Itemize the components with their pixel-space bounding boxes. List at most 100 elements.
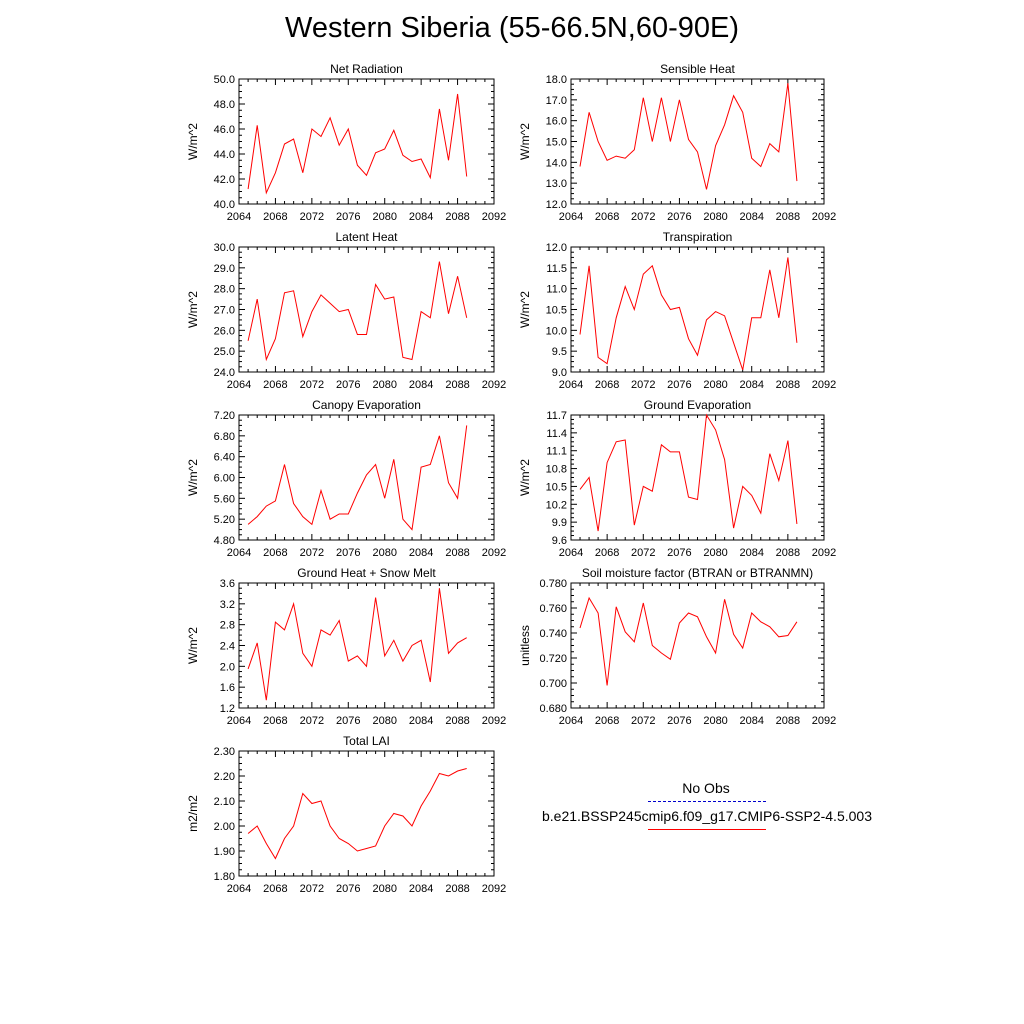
x-tick-label: 2088 bbox=[445, 379, 469, 391]
y-tick-label: 27.0 bbox=[214, 305, 235, 317]
plot-frame bbox=[570, 582, 825, 709]
x-tick-label: 2068 bbox=[595, 379, 619, 391]
x-tick-label: 2084 bbox=[739, 715, 763, 727]
y-tick-label: 12.0 bbox=[546, 242, 567, 254]
series-line bbox=[247, 425, 468, 531]
x-tick-label: 2064 bbox=[559, 211, 583, 223]
y-tick-label: 15.0 bbox=[546, 137, 567, 149]
x-tick-label: 2084 bbox=[409, 379, 433, 391]
y-tick-label: 40.0 bbox=[214, 199, 235, 211]
panel-6: Ground Evaporation W/m^2 2064 2068 2072 2076 2… bbox=[518, 398, 836, 559]
x-tick-label: 2084 bbox=[409, 547, 433, 559]
x-tick-label: 2076 bbox=[667, 547, 691, 559]
panel-title: Ground Evaporation bbox=[644, 398, 751, 412]
y-tick-label: 11.5 bbox=[546, 263, 567, 275]
x-tick-label: 2072 bbox=[631, 715, 655, 727]
y-tick-label: 4.80 bbox=[214, 535, 235, 547]
panel-title: Total LAI bbox=[343, 734, 390, 748]
y-axis-label: W/m^2 bbox=[186, 291, 200, 328]
panel-2: Sensible Heat W/m^2 2064 2068 2072 2076 2080 20… bbox=[518, 62, 836, 223]
x-tick-label: 2080 bbox=[372, 715, 396, 727]
x-tick-label: 2068 bbox=[595, 211, 619, 223]
x-tick-label: 2068 bbox=[263, 547, 287, 559]
y-tick-label: 3.6 bbox=[220, 578, 235, 590]
x-tick-label: 2084 bbox=[739, 211, 763, 223]
y-tick-label: 29.0 bbox=[214, 263, 235, 275]
panel-1: Net Radiation W/m^2 2064 2068 2072 2076 2080 20… bbox=[186, 62, 506, 223]
page-title: Western Siberia (55-66.5N,60-90E) bbox=[284, 12, 740, 44]
x-tick-label: 2064 bbox=[559, 379, 583, 391]
x-tick-label: 2072 bbox=[300, 211, 324, 223]
y-tick-label: 24.0 bbox=[214, 367, 235, 379]
series-line bbox=[579, 413, 798, 532]
x-tick-label: 2068 bbox=[263, 379, 287, 391]
y-axis-label: W/m^2 bbox=[518, 459, 532, 496]
x-tick-label: 2092 bbox=[812, 379, 836, 391]
y-tick-label: 10.0 bbox=[546, 325, 567, 337]
y-tick-label: 6.00 bbox=[214, 473, 235, 485]
legend-obs-line bbox=[648, 801, 766, 802]
series-line bbox=[247, 768, 467, 860]
y-tick-label: 10.5 bbox=[546, 305, 567, 317]
y-tick-label: 11.4 bbox=[546, 428, 567, 440]
y-axis-label: unitless bbox=[518, 625, 532, 666]
x-tick-label: 2072 bbox=[300, 547, 324, 559]
x-tick-label: 2092 bbox=[482, 211, 506, 223]
panel-title: Latent Heat bbox=[335, 230, 398, 244]
panel-title: Canopy Evaporation bbox=[312, 398, 421, 412]
y-tick-label: 0.760 bbox=[539, 603, 567, 615]
y-tick-label: 7.20 bbox=[214, 410, 235, 422]
y-tick-label: 50.0 bbox=[214, 74, 235, 86]
y-tick-label: 11.0 bbox=[546, 284, 567, 296]
y-tick-label: 5.20 bbox=[214, 514, 235, 526]
y-tick-label: 9.0 bbox=[552, 367, 567, 379]
x-tick-label: 2080 bbox=[703, 547, 727, 559]
x-tick-label: 2064 bbox=[559, 547, 583, 559]
x-tick-label: 2076 bbox=[336, 379, 360, 391]
panel-title: Transpiration bbox=[663, 230, 733, 244]
panel-title: Ground Heat + Snow Melt bbox=[297, 566, 436, 580]
y-tick-label: 0.740 bbox=[539, 628, 567, 640]
x-tick-label: 2064 bbox=[227, 379, 251, 391]
y-tick-label: 17.0 bbox=[546, 95, 567, 107]
x-tick-label: 2088 bbox=[776, 715, 800, 727]
x-tick-label: 2092 bbox=[812, 715, 836, 727]
y-tick-label: 18.0 bbox=[546, 74, 567, 86]
y-tick-label: 2.8 bbox=[220, 620, 235, 632]
series-line bbox=[247, 93, 468, 195]
y-tick-label: 0.680 bbox=[539, 703, 567, 715]
y-tick-label: 42.0 bbox=[214, 174, 235, 186]
x-tick-label: 2072 bbox=[631, 547, 655, 559]
y-tick-label: 0.720 bbox=[539, 653, 567, 665]
y-tick-label: 1.6 bbox=[220, 682, 235, 694]
y-tick-label: 26.0 bbox=[214, 325, 235, 337]
plot-frame bbox=[238, 246, 495, 373]
y-tick-label: 28.0 bbox=[214, 284, 235, 296]
panel-title: Net Radiation bbox=[330, 62, 403, 76]
y-tick-label: 48.0 bbox=[214, 99, 235, 111]
legend-obs-label: No Obs bbox=[682, 780, 730, 796]
x-tick-label: 2088 bbox=[445, 211, 469, 223]
x-tick-label: 2080 bbox=[372, 883, 396, 895]
y-axis-label: W/m^2 bbox=[186, 627, 200, 664]
series-line bbox=[247, 261, 468, 362]
plot-frame bbox=[570, 414, 825, 541]
series-line bbox=[579, 596, 798, 686]
x-tick-label: 2088 bbox=[445, 715, 469, 727]
x-tick-label: 2092 bbox=[482, 379, 506, 391]
plot-frame bbox=[238, 78, 495, 205]
x-tick-label: 2088 bbox=[776, 547, 800, 559]
x-tick-label: 2080 bbox=[372, 547, 396, 559]
x-tick-label: 2080 bbox=[372, 379, 396, 391]
x-tick-label: 2092 bbox=[482, 715, 506, 727]
panel-4: Transpiration W/m^2 2064 2068 2072 2076 2080 20… bbox=[518, 230, 836, 391]
panel-3: Latent Heat W/m^2 2064 2068 2072 2076 2080 2084… bbox=[186, 230, 506, 391]
x-tick-label: 2068 bbox=[263, 883, 287, 895]
x-tick-label: 2076 bbox=[336, 211, 360, 223]
plot-frame bbox=[238, 414, 495, 541]
legend-case-label: b.e21.BSSP245cmip6.f09_g17.CMIP6-SSP2-4.… bbox=[542, 808, 872, 824]
x-tick-label: 2088 bbox=[445, 883, 469, 895]
x-tick-label: 2088 bbox=[776, 211, 800, 223]
y-tick-label: 6.80 bbox=[214, 431, 235, 443]
x-tick-label: 2064 bbox=[227, 547, 251, 559]
